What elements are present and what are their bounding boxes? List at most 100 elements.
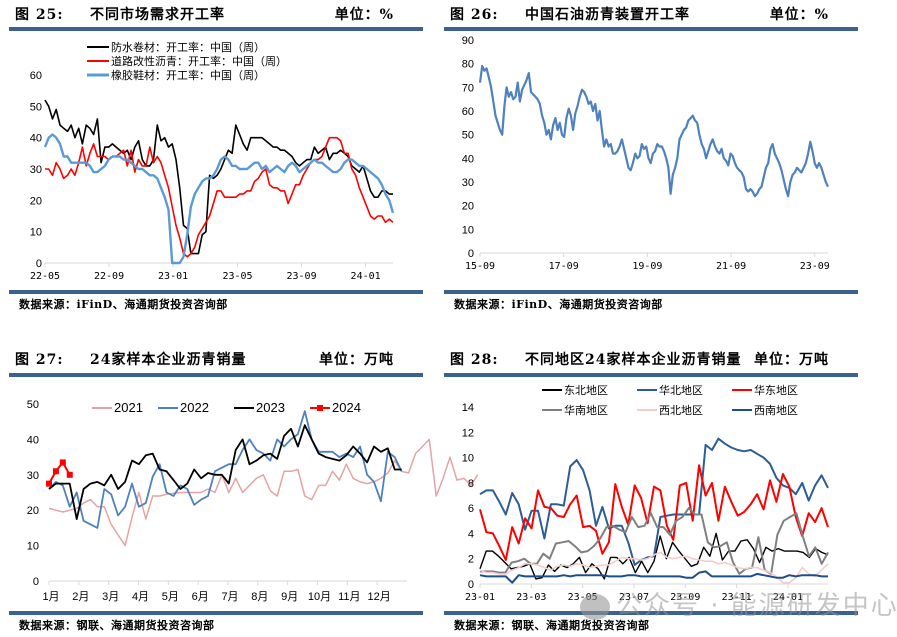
data-point-marker [52,468,59,475]
x-tick-label: 23-09 [800,261,830,272]
figure-title: 24家样本企业沥青销量 [90,352,247,368]
x-tick-label: 22-05 [30,271,60,282]
legend-label: 防水卷材：开工率：中国（周） [111,40,265,54]
legend-label: 西南地区 [754,404,798,417]
series-line-道路改性沥青：开工率：中国（周） [45,136,394,258]
series-line-西北地区 [479,551,829,584]
series-line-华北地区 [479,437,829,566]
y-tick-label: 30 [27,470,39,482]
legend-marker [317,405,323,411]
title-divider [444,27,858,31]
figure-unit: 单位：万吨 [319,352,394,368]
watermark-text: 公众号 · 能源研发中心 [616,591,897,621]
figure-number: 图 26: [450,7,499,23]
legend-item: 华东地区 [732,383,798,397]
figure-title: 不同市场需求开工率 [90,7,225,23]
legend-label: 橡胶鞋材：开工率：中国（周） [111,68,265,82]
title-divider [444,373,858,377]
y-tick-label: 60 [462,106,474,118]
figure-title-row: 图 26: 中国石油沥青装置开工率 单位：% [450,4,859,24]
data-point-marker [66,471,73,478]
y-tick-label: 20 [30,195,42,207]
source-divider [444,611,858,615]
series-line-橡胶鞋材：开工率：中国（周） [43,133,395,265]
y-tick-label: 6 [468,503,474,515]
legend-label: 华东地区 [754,383,798,397]
legend-label: 西北地区 [659,404,703,417]
y-tick-label: 10 [27,541,39,553]
x-tick-label: 12月 [368,591,391,603]
series-line-中国石油沥青装置开工率 [478,64,829,198]
figure-title-row: 图 28: 不同地区24家样本企业沥青销量 单位：万吨 [450,349,859,369]
y-tick-label: 50 [27,399,39,411]
y-tick-label: 2 [468,554,474,566]
x-tick-label: 23-07 [619,592,649,603]
y-tick-label: 30 [30,164,42,176]
x-tick-label: 23-01 [158,271,188,282]
series-line-防水卷材：开工率：中国（周） [44,99,393,255]
legend-item: 2021 [92,400,143,415]
y-tick-label: 40 [30,133,42,145]
legend-item: 华北地区 [637,383,703,397]
figure-title-row: 图 27: 24家样本企业沥青销量 单位：万吨 [15,349,424,369]
series-line-西南地区 [479,570,828,584]
watermark: 公众号 · 能源研发中心 [580,585,897,622]
legend-label: 2022 [180,400,209,415]
y-tick-label: 10 [30,227,42,239]
legend-label: 2023 [256,400,285,415]
y-tick-label: 40 [27,434,39,446]
x-tick-label: 24-01 [773,592,803,603]
x-tick-label: 23-09 [670,592,700,603]
x-tick-label: 2月 [72,591,89,603]
x-tick-label: 23-01 [465,592,495,603]
x-tick-label: 23-11 [722,592,752,603]
y-tick-label: 70 [462,82,474,94]
x-tick-label: 23-05 [222,271,252,282]
y-tick-label: 20 [27,505,39,517]
legend-item: 防水卷材：开工率：中国（周） [87,40,265,54]
y-tick-label: 10 [462,224,474,236]
figure-number: 图 25: [15,7,64,23]
y-tick-label: 14 [462,402,474,414]
data-source: 数据来源：钢联、海通期货投资咨询部 [454,619,650,632]
x-tick-label: 1月 [42,591,59,603]
figure-title: 不同地区24家样本企业沥青销量 [525,352,742,368]
legend-label: 道路改性沥青：开工率：中国（周） [111,54,287,68]
legend-item: 橡胶鞋材：开工率：中国（周） [87,68,265,82]
y-tick-label: 0 [468,248,474,260]
legend-item: 2024 [310,400,361,415]
legend-label: 华南地区 [564,403,608,417]
figure-26-panel: 图 26: 中国石油沥青装置开工率 单位：% 0 10 20 30 40 50 60 70 80… [444,0,859,318]
x-tick-label: 15-09 [465,261,495,272]
wechat-icon [580,593,610,620]
chart-work-rate-by-market: 0 10 20 30 40 50 60 22-05 22-09 23-01 23-05 23-09 24… [30,40,395,282]
data-point-marker [59,459,66,466]
x-tick-label: 10月 [308,591,331,603]
x-tick-label: 23-03 [516,592,546,603]
legend-item: 2023 [234,400,285,415]
y-tick-label: 0 [36,258,42,270]
chart-petrochina-asphalt-rate: 0 10 20 30 40 50 60 70 80 90 15-09 17-09 19-09 21-09 2… [462,35,830,272]
legend-item: 2022 [158,400,209,415]
figure-unit: 单位：% [334,7,394,23]
legend-label: 东北地区 [564,384,608,397]
y-tick-label: 4 [468,528,474,540]
x-tick-label: 6月 [192,591,209,603]
legend-item: 道路改性沥青：开工率：中国（周） [87,54,287,68]
y-tick-label: 8 [468,478,474,490]
figure-unit: 单位：% [769,7,829,23]
legend-item: 西南地区 [732,404,798,417]
data-source: 数据来源：iFinD、海通期货投资咨询部 [454,298,663,311]
x-tick-label: 23-09 [287,271,317,282]
y-tick-label: 0 [468,579,474,591]
title-divider [9,27,423,31]
x-tick-label: 8月 [251,591,268,603]
y-tick-label: 0 [33,576,39,588]
x-tick-label: 24-01 [351,271,381,282]
y-tick-label: 60 [30,70,42,82]
figure-unit: 单位：万吨 [754,352,829,368]
legend-label: 2021 [114,400,143,415]
data-point-marker [46,480,52,487]
source-divider [9,611,423,615]
